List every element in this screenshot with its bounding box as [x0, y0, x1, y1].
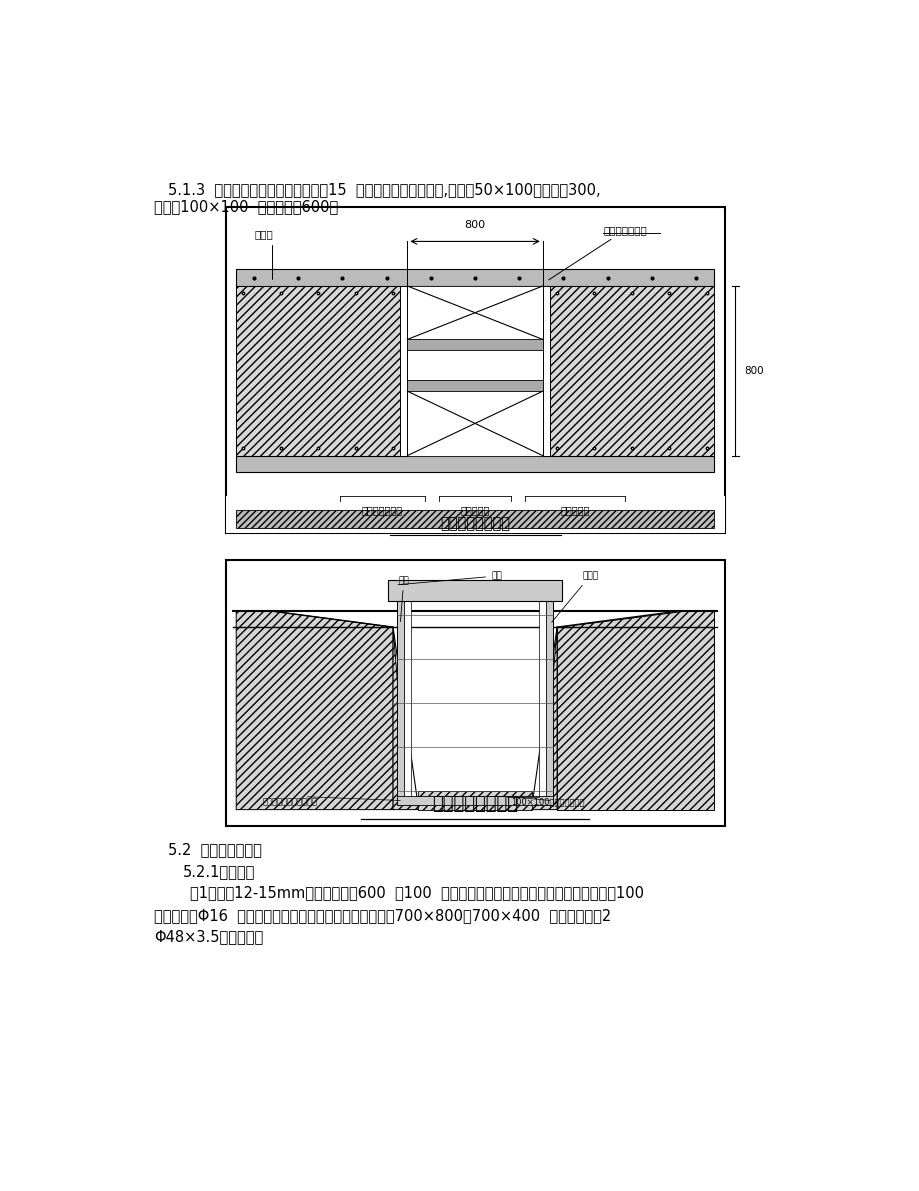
Text: 可拆卸斗管底部排水漏孔: 可拆卸斗管底部排水漏孔 — [262, 797, 317, 806]
Text: 集水坑支模示意图: 集水坑支模示意图 — [432, 796, 517, 813]
Text: 100×100矩形锌气板角筋: 100×100矩形锌气板角筋 — [510, 797, 584, 806]
Bar — [403, 597, 411, 805]
Text: 800: 800 — [743, 366, 763, 376]
Bar — [396, 796, 553, 805]
Bar — [400, 286, 407, 456]
Text: 下口做法同上口: 下口做法同上口 — [361, 506, 403, 516]
Polygon shape — [557, 611, 713, 810]
Text: 后浇带支模示意图: 后浇带支模示意图 — [439, 516, 509, 531]
Bar — [542, 286, 550, 456]
Bar — [396, 597, 403, 805]
Text: 5.2  车库层结构模板: 5.2 车库层结构模板 — [168, 843, 262, 858]
Polygon shape — [531, 628, 557, 810]
Polygon shape — [392, 628, 417, 810]
Text: Φ48×3.5脚手架管。: Φ48×3.5脚手架管。 — [154, 929, 263, 943]
Polygon shape — [236, 611, 392, 810]
Text: 木方: 木方 — [398, 572, 501, 585]
Bar — [407, 380, 542, 391]
Bar — [236, 510, 713, 528]
Text: 5.2.1墙体模板: 5.2.1墙体模板 — [183, 863, 255, 879]
Text: 主龙骨100×100  木方，间距600。: 主龙骨100×100 木方，间距600。 — [154, 199, 338, 214]
Text: 800: 800 — [464, 220, 485, 230]
Bar — [407, 339, 542, 350]
Text: 模板: 模板 — [398, 576, 409, 622]
Text: 模板上安装Φ16  对拉螺栓，外墙采用止水螺栓，螺栓间距700×800，700×400  横竖楞均采用2: 模板上安装Φ16 对拉螺栓，外墙采用止水螺栓，螺栓间距700×800，700×4… — [154, 908, 611, 923]
Text: 竹胶板: 竹胶板 — [551, 572, 597, 622]
Bar — [236, 456, 713, 472]
Bar — [225, 560, 724, 827]
Bar — [539, 597, 546, 805]
Bar — [225, 207, 724, 532]
Bar — [407, 286, 542, 456]
Bar — [417, 791, 531, 810]
Text: 三角形木模: 三角形木模 — [560, 506, 589, 516]
Bar — [225, 495, 724, 532]
Text: 5.1.3  集水坑、消防水池的模板采用15  厚竹胶板模板做成筒模,次龙骨50×100木方间距300,: 5.1.3 集水坑、消防水池的模板采用15 厚竹胶板模板做成筒模,次龙骨50×1… — [168, 182, 600, 198]
Text: 竹胶板: 竹胶板 — [254, 230, 273, 279]
Text: 锯齿口嵌海绵条: 锯齿口嵌海绵条 — [548, 225, 646, 280]
Text: （1）采用12-15mm复合木模板，600  与100  相间配置（阴阳角模采用大阴阳角模），并在100: （1）采用12-15mm复合木模板，600 与100 相间配置（阴阳角模采用大阴… — [189, 885, 643, 900]
Text: 钢管斜支撑: 钢管斜支撑 — [460, 506, 489, 516]
Bar — [236, 286, 407, 456]
Bar — [542, 286, 713, 456]
Bar — [546, 597, 553, 805]
Bar — [236, 269, 713, 286]
Bar — [388, 580, 562, 601]
